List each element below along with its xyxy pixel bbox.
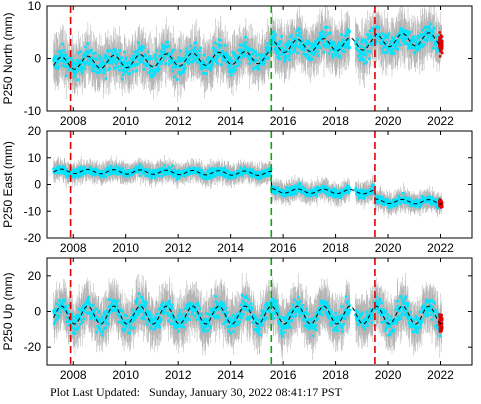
x-tick-label: 2012 — [165, 114, 192, 128]
x-tick-label: 2020 — [375, 114, 402, 128]
y-tick-label: 0 — [34, 52, 41, 66]
y-tick-label: 20 — [28, 124, 42, 138]
plot-frame — [46, 130, 473, 239]
x-tick-label: 2022 — [427, 241, 454, 255]
x-tick-label: 2008 — [60, 368, 87, 382]
x-tick-label: 2014 — [217, 241, 244, 255]
recent-data-points — [438, 313, 444, 333]
y-tick-label: -20 — [24, 340, 42, 354]
y-tick-label: -10 — [24, 104, 42, 118]
model-line — [53, 168, 442, 205]
observed-series — [52, 154, 444, 219]
x-tick-label: 2008 — [60, 241, 87, 255]
y-tick-label: -20 — [24, 231, 42, 245]
panel-1: -10 0 10 2008 2010 2012 2014 2016 2018 2020 2022 P2… — [1, 0, 473, 128]
x-tick-label: 2018 — [322, 241, 349, 255]
x-tick-label: 2022 — [427, 368, 454, 382]
x-tick-label: 2020 — [375, 241, 402, 255]
panel-3: -20 0 20 2008 2010 2012 2014 2016 2018 2020 2022 P2… — [1, 257, 473, 382]
x-tick-label: 2008 — [60, 114, 87, 128]
observed-series — [52, 272, 444, 360]
x-tick-label: 2018 — [322, 114, 349, 128]
recent-data-points — [438, 31, 444, 58]
x-tick-label: 2022 — [427, 114, 454, 128]
observed-series — [52, 6, 444, 103]
footer-timestamp: Sunday, January 30, 2022 08:41:17 PST — [149, 385, 342, 399]
error-bars — [53, 154, 442, 219]
x-tick-label: 2010 — [112, 114, 139, 128]
footer-label: Plot Last Updated: — [50, 385, 140, 399]
data-points — [52, 163, 443, 210]
y-tick-label: 10 — [28, 0, 42, 13]
x-tick-label: 2016 — [270, 241, 297, 255]
y-tick-label: 20 — [28, 269, 42, 283]
x-tick-label: 2012 — [165, 241, 192, 255]
y-axis-title: P250 North (mm) — [1, 12, 15, 104]
y-axis-title: P250 East (mm) — [1, 141, 15, 228]
x-tick-label: 2016 — [270, 368, 297, 382]
model-line — [53, 305, 442, 325]
x-tick-label: 2010 — [112, 241, 139, 255]
x-tick-label: 2014 — [217, 368, 244, 382]
y-tick-label: 0 — [34, 305, 41, 319]
y-axis-title: P250 Up (mm) — [1, 272, 15, 350]
y-tick-label: 0 — [34, 178, 41, 192]
x-tick-label: 2010 — [112, 368, 139, 382]
y-tick-label: -10 — [24, 204, 42, 218]
x-tick-label: 2016 — [270, 114, 297, 128]
x-tick-label: 2020 — [375, 368, 402, 382]
x-tick-label: 2012 — [165, 368, 192, 382]
x-tick-label: 2014 — [217, 114, 244, 128]
plot-updated-footer: Plot Last Updated: Sunday, January 30, 2… — [50, 385, 342, 400]
model-line — [53, 32, 442, 70]
panel-2: -20 -10 0 10 20 2008 2010 2012 2014 2016 2018 2020 2… — [1, 124, 473, 255]
x-tick-label: 2018 — [322, 368, 349, 382]
y-tick-label: 10 — [28, 151, 42, 165]
